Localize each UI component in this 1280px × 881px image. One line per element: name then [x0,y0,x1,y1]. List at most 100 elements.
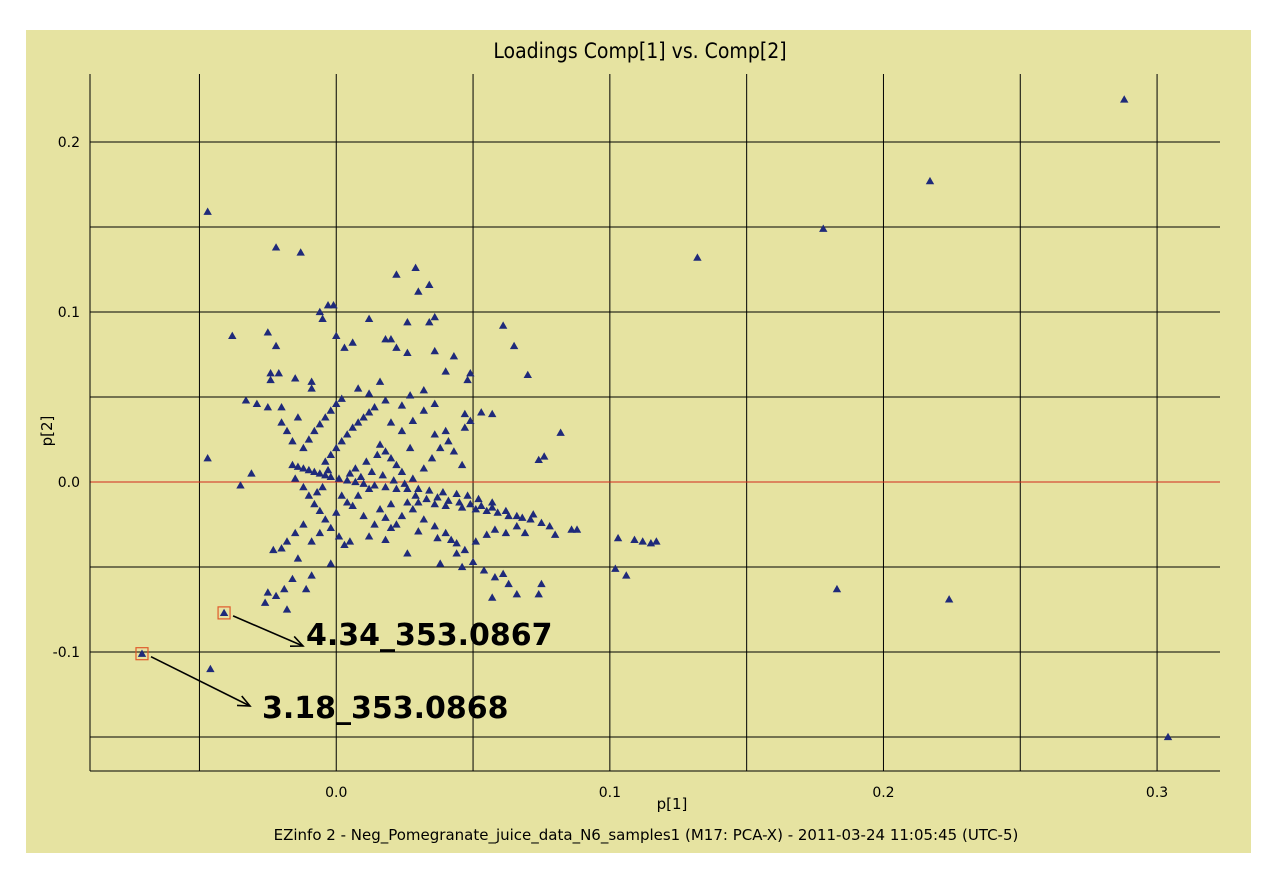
data-point [392,520,401,528]
data-point [329,301,338,309]
data-point [693,253,702,261]
data-point [332,331,341,339]
data-point [414,498,423,506]
data-point [304,491,314,499]
data-point [364,389,374,397]
data-point [501,506,511,515]
data-point [277,544,286,552]
data-point [364,408,374,416]
data-point [446,535,456,543]
x-tick-labels: 0.0 0.1 0.2 0.3 [325,785,1168,801]
data-point [299,443,308,452]
data-point [263,328,273,336]
data-point [364,314,374,322]
data-point [315,420,325,428]
x-tick-label: 0.1 [599,785,621,801]
data-point [414,484,423,492]
data-point [411,491,420,499]
data-point [422,494,431,503]
data-point [405,443,415,452]
data-point [359,479,368,487]
data-point [403,348,412,356]
data-point [307,384,316,392]
data-point [263,588,273,596]
data-point [408,505,418,513]
data-point [466,499,475,508]
data-point [326,406,335,414]
data-point [474,494,483,503]
y-tick-label: 0.0 [58,475,80,491]
data-point [282,426,292,435]
y-axis-label: p[2] [38,416,56,447]
data-point [441,426,450,435]
data-point [613,533,623,542]
data-point [340,540,349,549]
data-point [392,343,401,351]
data-point [345,469,355,477]
data-point [266,375,275,384]
data-point [288,460,297,469]
data-point [386,499,396,508]
data-point [457,503,467,511]
data-point [504,511,513,520]
data-point [466,416,475,424]
data-point [381,535,390,543]
annotation-arrow-line [150,655,251,707]
data-point [299,482,308,491]
data-point [364,484,374,492]
data-point [430,430,439,438]
data-point [539,452,549,460]
data-point [611,564,620,572]
data-point [471,505,480,513]
data-point [427,454,437,462]
data-point [537,579,546,588]
data-point [370,403,379,411]
data-point [277,418,286,426]
data-point [381,447,390,455]
horizontal-gridlines [90,141,1220,738]
data-point [375,377,385,385]
data-point [334,474,344,482]
data-point [291,374,300,382]
y-tick-label: 0.1 [58,305,80,321]
data-point [400,479,409,487]
data-point [572,525,582,533]
y-tick-label: -0.1 [53,645,80,661]
data-point [288,574,297,583]
data-point [630,535,639,543]
data-point [529,510,538,518]
data-point [332,443,341,452]
data-point [460,545,470,554]
data-point [381,513,390,521]
data-point [403,549,412,557]
data-point [364,532,374,540]
data-point [326,559,335,567]
data-point [509,341,519,350]
data-point [819,224,828,232]
data-point [277,403,286,411]
data-point [340,343,349,351]
data-point [498,321,508,329]
data-point [430,346,439,355]
data-point [460,423,470,431]
data-point [471,537,480,545]
data-point [304,435,314,443]
chart-title: Loadings Comp[1] vs. Comp[2] [493,39,786,63]
data-point [468,557,478,566]
data-point [342,430,352,438]
data-point [299,520,308,528]
data-point [463,491,472,499]
data-point [326,450,335,458]
data-point [944,595,954,603]
data-point [370,481,379,489]
data-point [378,471,387,479]
data-point [293,413,303,421]
data-point [622,571,631,579]
data-point [356,472,366,481]
data-point [411,263,420,271]
data-point [203,207,212,215]
data-point [266,369,275,377]
data-point [403,498,412,506]
data-point [307,537,316,545]
